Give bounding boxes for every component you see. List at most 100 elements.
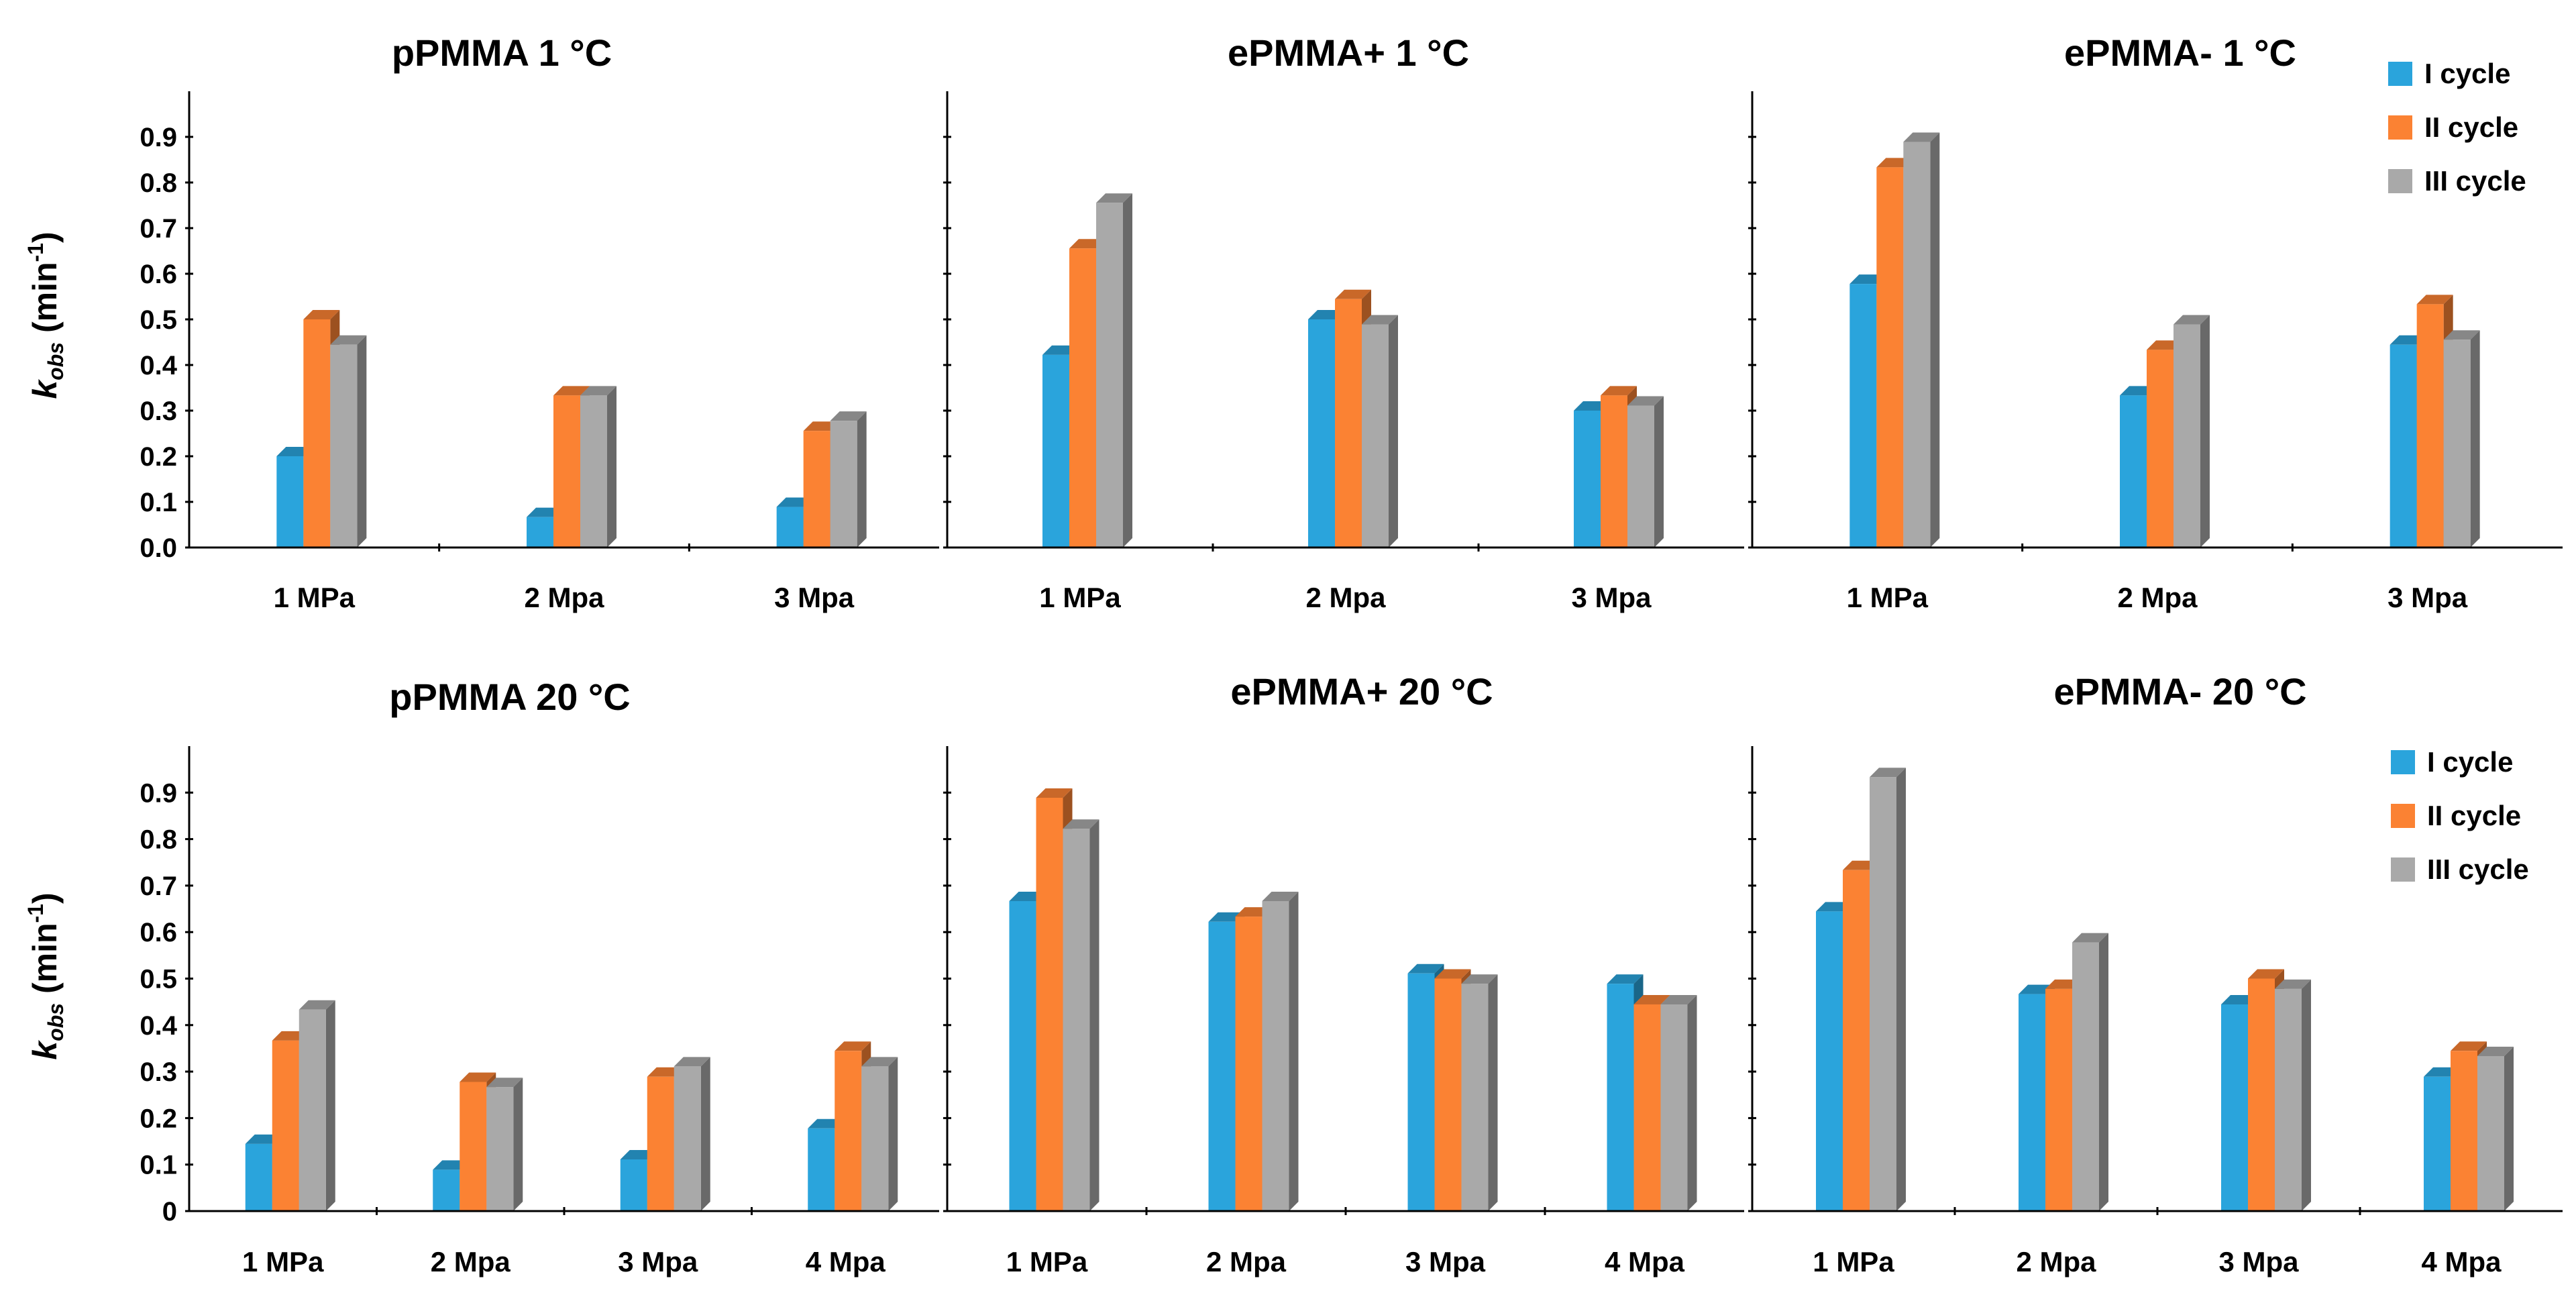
bar-top: [835, 1041, 871, 1051]
bar-side: [2470, 330, 2480, 548]
x-category-label: 1 MPa: [1847, 582, 1929, 613]
bar-side: [1089, 819, 1099, 1211]
bar-iii-cycle-2: [1262, 892, 1299, 1211]
bar-front: [1235, 917, 1263, 1211]
x-category-label: 1 MPa: [274, 582, 356, 613]
y-tick-label: 0.3: [140, 397, 177, 426]
bar-front: [245, 1143, 272, 1211]
x-category-label: 4 Mpa: [1605, 1246, 1685, 1278]
legend-label-iii-cycle: III cycle: [2424, 165, 2526, 197]
bar-front: [674, 1066, 701, 1211]
bar-front: [299, 1009, 326, 1211]
y-axis-label: kobs (min-1): [23, 892, 68, 1059]
x-category-label: 2 Mpa: [1305, 582, 1386, 613]
bar-front: [647, 1076, 674, 1211]
bar-top: [1434, 969, 1471, 979]
x-category-label: 1 MPa: [1813, 1246, 1894, 1278]
bar-top: [553, 386, 590, 396]
legend-swatch-ii-cycle: [2391, 804, 2415, 828]
bar-side: [1930, 132, 1940, 548]
bar-side: [607, 386, 616, 548]
bar-front: [486, 1087, 514, 1211]
bar-front: [1607, 984, 1634, 1211]
bar-front: [2019, 994, 2045, 1211]
x-category-label: 2 Mpa: [2016, 1246, 2096, 1278]
bar-front: [1096, 203, 1123, 548]
bar-side: [857, 411, 867, 548]
y-tick-label: 0.2: [140, 1104, 177, 1133]
bar-front: [1407, 973, 1435, 1211]
bar-side: [2504, 1047, 2514, 1211]
bar-side: [1389, 315, 1398, 548]
bar-front: [433, 1169, 460, 1211]
bar-top: [1063, 819, 1099, 829]
legend-swatch-i-cycle: [2388, 62, 2412, 86]
bar-iii-cycle-1: [1903, 132, 1940, 548]
y-tick-label: 0.9: [140, 123, 177, 152]
legend-label-i-cycle: I cycle: [2427, 746, 2513, 778]
bar-top: [330, 335, 367, 345]
y-tick-label: 0.4: [140, 1011, 177, 1041]
bar-iii-cycle-4: [2477, 1047, 2514, 1211]
bar-top: [2072, 933, 2108, 943]
y-tick-label: 0.7: [140, 214, 177, 244]
bar-top: [1362, 315, 1398, 325]
y-tick-label: 0.1: [140, 488, 177, 517]
panel-title: pPMMA 1 °C: [392, 32, 612, 74]
x-category-label: 3 Mpa: [1405, 1246, 1486, 1278]
bar-top: [1407, 963, 1444, 974]
legend-swatch-i-cycle: [2391, 750, 2415, 774]
bar-top: [1627, 396, 1664, 406]
bar-front: [1362, 324, 1389, 548]
x-category-label: 1 MPa: [1039, 582, 1121, 613]
bar-front: [2451, 1051, 2477, 1211]
bar-front: [1627, 405, 1654, 548]
bar-front: [580, 395, 607, 548]
y-tick-label: 0.2: [140, 442, 177, 472]
bar-top: [1633, 995, 1670, 1004]
bar-top: [2451, 1041, 2487, 1051]
bar-front: [1461, 984, 1489, 1211]
bar-top: [2477, 1047, 2514, 1056]
bar-front: [2477, 1056, 2504, 1211]
panel-title: ePMMA- 1 °C: [2064, 32, 2296, 74]
bar-front: [2275, 988, 2302, 1211]
bar-side: [1654, 396, 1664, 548]
bar-front: [460, 1082, 487, 1211]
bar-side: [1896, 768, 1906, 1211]
bar-side: [1123, 193, 1132, 548]
bar-top: [674, 1057, 710, 1067]
bar-top: [460, 1072, 496, 1082]
x-category-label: 2 Mpa: [2117, 582, 2198, 613]
bar-front: [527, 517, 553, 548]
x-category-label: 3 Mpa: [1571, 582, 1652, 613]
bar-top: [1335, 289, 1371, 299]
bar-iii-cycle-4: [1660, 995, 1697, 1211]
y-tick-label: 0.8: [140, 168, 177, 198]
bar-top: [1903, 132, 1940, 142]
legend-swatch-iii-cycle: [2388, 169, 2412, 193]
legend-label-iii-cycle: III cycle: [2427, 853, 2529, 885]
bar-front: [2248, 978, 2275, 1211]
bar-top: [299, 1000, 335, 1010]
bar-side: [1687, 995, 1697, 1211]
x-category-label: 3 Mpa: [2218, 1246, 2299, 1278]
bar-top: [2248, 969, 2284, 979]
bar-front: [1843, 870, 1870, 1211]
panel-epmma-minus-20c: ePMMA- 20 °C 1 MPa 2 Mpa 3 Mpa 4 Mpa I cycl…: [1748, 670, 2563, 1278]
legend-swatch-iii-cycle: [2391, 857, 2415, 882]
bar-top: [2443, 330, 2480, 340]
bar-iii-cycle-3: [830, 411, 867, 548]
y-tick-label: 0.7: [140, 872, 177, 901]
bar-front: [2147, 350, 2174, 548]
bar-side: [888, 1057, 898, 1211]
bar-front: [1870, 777, 1896, 1211]
panel-epmma-plus-1c: ePMMA+ 1 °C 1 MPa 2 Mpa 3 Mpa: [943, 32, 1744, 613]
panel-epmma-minus-1c: ePMMA- 1 °C 1 MPa 2 Mpa 3 Mpa I cycle II c…: [1748, 32, 2563, 613]
legend-label-ii-cycle: II cycle: [2424, 111, 2518, 143]
bar-front: [1208, 921, 1236, 1211]
bar-side: [513, 1078, 523, 1211]
bar-front: [2120, 395, 2147, 548]
y-tick-label: 0.3: [140, 1057, 177, 1087]
y-tick-label: 0.9: [140, 778, 177, 808]
